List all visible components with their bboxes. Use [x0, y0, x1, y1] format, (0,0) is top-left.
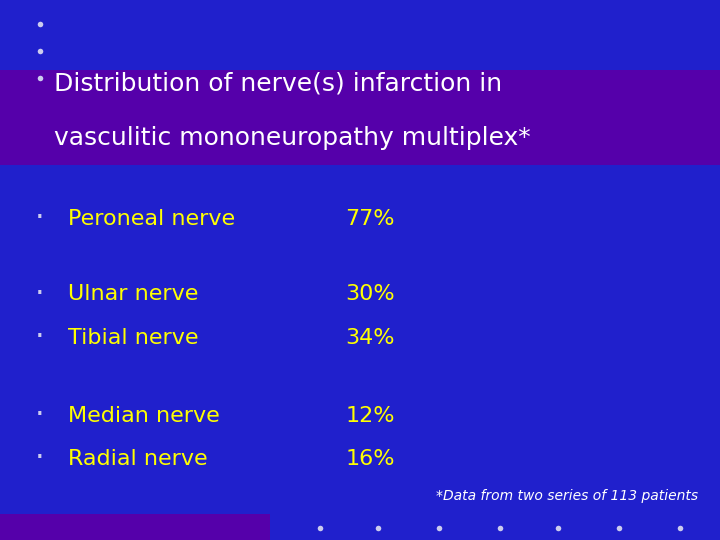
Text: Tibial nerve: Tibial nerve	[68, 327, 199, 348]
Text: 12%: 12%	[346, 406, 395, 426]
Text: vasculitic mononeuropathy multiplex*: vasculitic mononeuropathy multiplex*	[54, 126, 531, 150]
Text: *Data from two series of 113 patients: *Data from two series of 113 patients	[436, 489, 698, 503]
Text: Median nerve: Median nerve	[68, 406, 220, 426]
Text: Ulnar nerve: Ulnar nerve	[68, 284, 199, 305]
Text: ·: ·	[35, 204, 45, 233]
Text: ·: ·	[35, 401, 45, 430]
Text: 77%: 77%	[346, 208, 395, 229]
Text: ·: ·	[35, 323, 45, 352]
Text: Peroneal nerve: Peroneal nerve	[68, 208, 235, 229]
Text: ·: ·	[35, 280, 45, 309]
Text: 30%: 30%	[346, 284, 395, 305]
FancyBboxPatch shape	[0, 514, 270, 540]
Text: Radial nerve: Radial nerve	[68, 449, 208, 469]
Text: ·: ·	[35, 444, 45, 474]
FancyBboxPatch shape	[0, 70, 720, 165]
Text: 34%: 34%	[346, 327, 395, 348]
Text: Distribution of nerve(s) infarction in: Distribution of nerve(s) infarction in	[54, 72, 502, 96]
Text: 16%: 16%	[346, 449, 395, 469]
